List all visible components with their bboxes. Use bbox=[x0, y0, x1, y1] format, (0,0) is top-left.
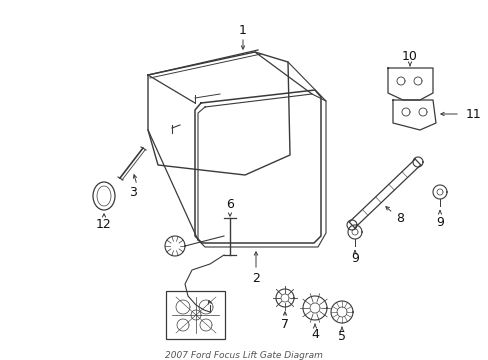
Text: 10: 10 bbox=[401, 49, 417, 63]
Text: 1: 1 bbox=[239, 23, 246, 36]
Text: 9: 9 bbox=[350, 252, 358, 265]
Text: 12: 12 bbox=[96, 219, 112, 231]
Text: 2007 Ford Focus Lift Gate Diagram: 2007 Ford Focus Lift Gate Diagram bbox=[165, 351, 322, 360]
Text: 9: 9 bbox=[435, 216, 443, 229]
Text: 5: 5 bbox=[337, 330, 346, 343]
Text: 2: 2 bbox=[251, 271, 260, 284]
Text: 4: 4 bbox=[310, 328, 318, 341]
Text: 6: 6 bbox=[225, 198, 233, 211]
Text: 3: 3 bbox=[129, 186, 137, 199]
Text: 8: 8 bbox=[395, 211, 403, 225]
Text: 11: 11 bbox=[465, 108, 481, 121]
Text: 7: 7 bbox=[281, 319, 288, 332]
